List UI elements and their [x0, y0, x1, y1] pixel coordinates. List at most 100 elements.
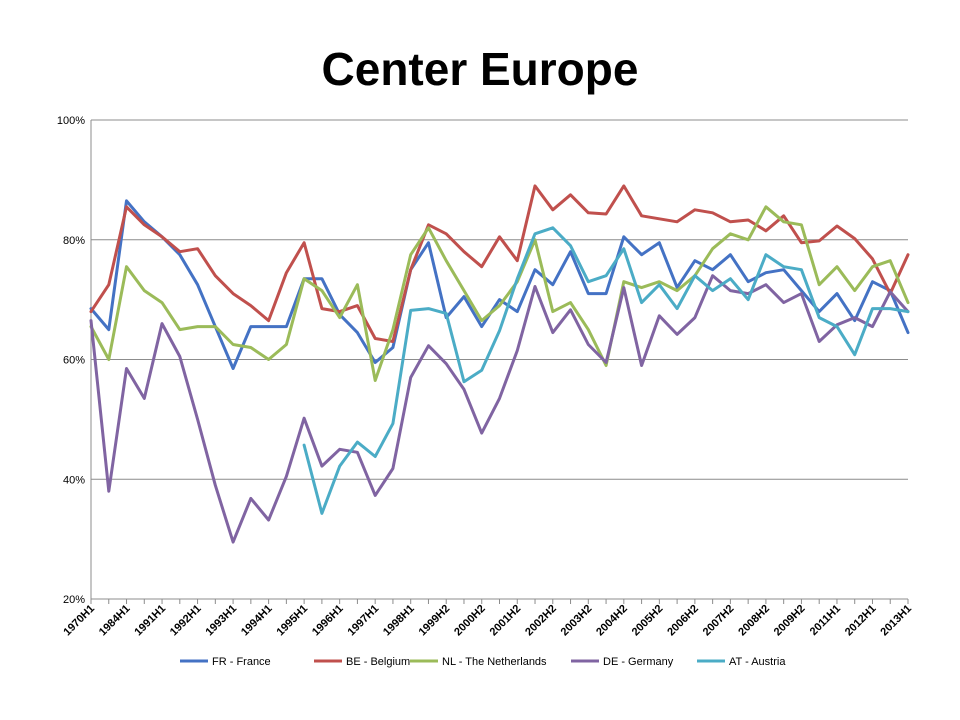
data-point: [498, 235, 501, 238]
data-point: [640, 214, 643, 217]
data-point: [747, 280, 750, 283]
data-point: [498, 329, 501, 332]
data-point: [889, 290, 892, 293]
data-point: [214, 325, 217, 328]
data-point: [622, 235, 625, 238]
data-point: [374, 494, 377, 497]
x-tick-label: 1993H1: [203, 603, 239, 639]
data-point: [285, 475, 288, 478]
data-point: [640, 253, 643, 256]
x-tick-label: 1994H1: [239, 603, 275, 639]
data-point: [249, 325, 252, 328]
data-point: [640, 301, 643, 304]
data-point: [764, 229, 767, 232]
data-point: [391, 467, 394, 470]
data-point: [232, 541, 235, 544]
data-point: [818, 340, 821, 343]
data-point: [285, 325, 288, 328]
data-point: [800, 292, 803, 295]
data-point: [391, 328, 394, 331]
data-point: [551, 226, 554, 229]
data-point: [711, 268, 714, 271]
data-point: [818, 239, 821, 242]
data-point: [320, 307, 323, 310]
data-point: [143, 223, 146, 226]
data-point: [676, 333, 679, 336]
data-point: [267, 325, 270, 328]
data-point: [871, 265, 874, 268]
series-line-1: [89, 184, 910, 343]
data-point: [764, 205, 767, 208]
data-point: [534, 184, 537, 187]
data-point: [232, 367, 235, 370]
data-point: [569, 301, 572, 304]
x-tick-label: 2005H2: [630, 603, 666, 639]
data-point: [320, 277, 323, 280]
x-tick-label: 2006H2: [665, 603, 701, 639]
data-point: [462, 289, 465, 292]
data-point: [178, 250, 181, 253]
series-lines: [89, 184, 910, 544]
data-point: [853, 316, 856, 319]
data-point: [587, 343, 590, 346]
data-point: [676, 307, 679, 310]
data-point: [267, 518, 270, 521]
data-point: [907, 310, 910, 313]
x-tick-label: 2012H1: [843, 603, 879, 639]
data-point: [853, 289, 856, 292]
data-point: [427, 223, 430, 226]
data-point: [196, 418, 199, 421]
data-point: [764, 271, 767, 274]
y-tick-label: 80%: [63, 235, 85, 247]
x-tick-label: 2009H2: [772, 603, 808, 639]
data-point: [462, 295, 465, 298]
data-point: [462, 380, 465, 383]
data-point: [462, 388, 465, 391]
data-point: [658, 241, 661, 244]
data-point: [214, 484, 217, 487]
data-point: [498, 304, 501, 307]
data-point: [338, 465, 341, 468]
data-point: [516, 259, 519, 262]
data-point: [818, 283, 821, 286]
data-point: [178, 355, 181, 358]
data-point: [516, 349, 519, 352]
data-point: [676, 220, 679, 223]
x-tick-label: 2003H2: [559, 603, 595, 639]
data-point: [480, 432, 483, 435]
data-point: [871, 257, 874, 260]
data-point: [303, 417, 306, 420]
x-tick-label: 2001H2: [488, 603, 524, 639]
data-point: [409, 253, 412, 256]
data-point: [356, 331, 359, 334]
data-point: [800, 289, 803, 292]
data-point: [658, 280, 661, 283]
data-point: [800, 223, 803, 226]
data-point: [107, 283, 110, 286]
data-point: [658, 283, 661, 286]
data-point: [747, 238, 750, 241]
data-point: [516, 310, 519, 313]
data-point: [143, 289, 146, 292]
data-point: [196, 247, 199, 250]
data-point: [320, 512, 323, 515]
data-point: [445, 362, 448, 365]
data-point: [835, 292, 838, 295]
data-point: [391, 422, 394, 425]
data-point: [853, 353, 856, 356]
data-point: [125, 367, 128, 370]
legend: FR - France BE - Belgium NL - The Netherla…: [180, 656, 786, 668]
x-tick-label: 1984H1: [97, 603, 133, 639]
data-point: [764, 283, 767, 286]
data-point: [907, 331, 910, 334]
data-point: [818, 316, 821, 319]
x-tick-label: 2000H2: [452, 603, 488, 639]
data-point: [569, 244, 572, 247]
x-tick-label: 2008H2: [736, 603, 772, 639]
series-line-0: [89, 199, 910, 370]
data-point: [676, 289, 679, 292]
data-point: [747, 298, 750, 301]
data-point: [374, 379, 377, 382]
data-point: [587, 328, 590, 331]
data-point: [711, 211, 714, 214]
